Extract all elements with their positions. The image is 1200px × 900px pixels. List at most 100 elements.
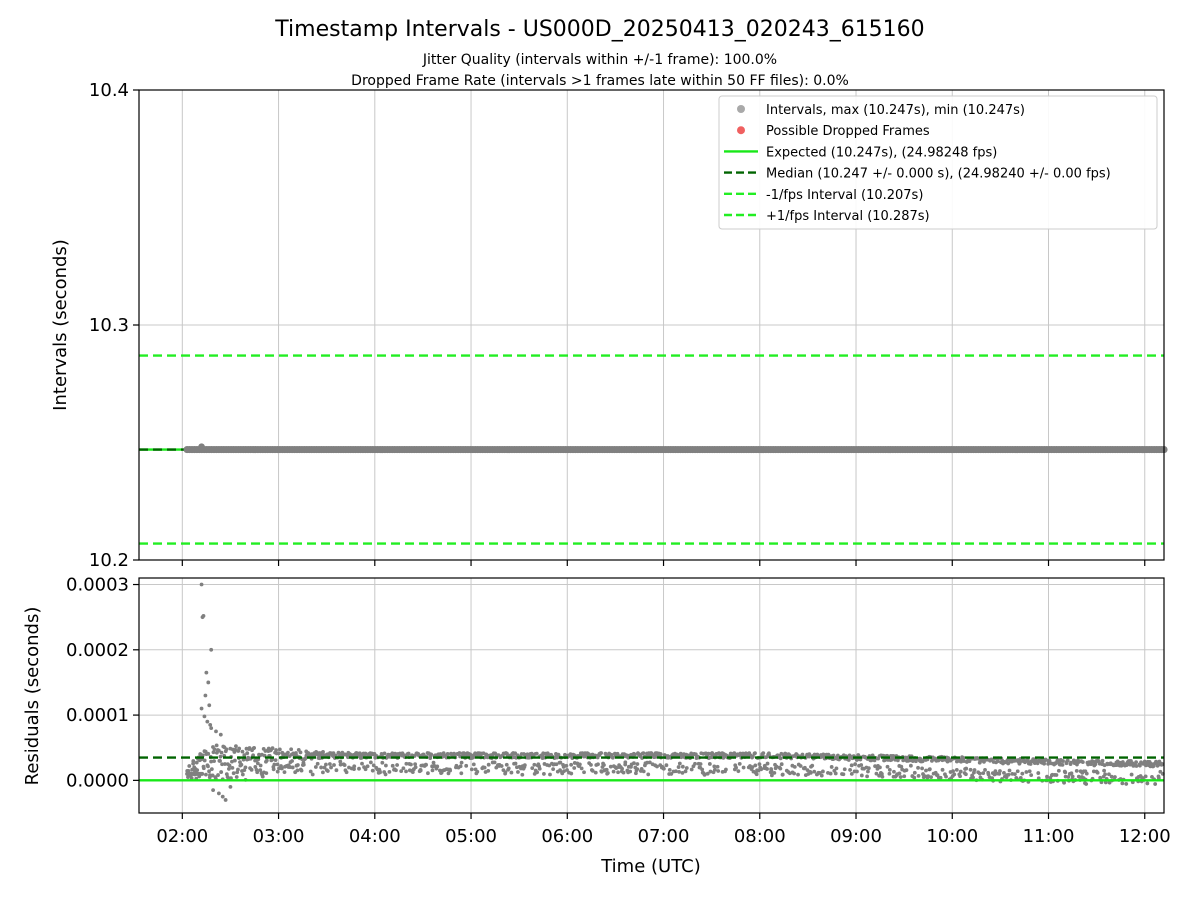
x-tick-label-12:00: 12:00 (1119, 826, 1171, 847)
residual-point (641, 769, 646, 774)
residual-point (424, 762, 428, 767)
residual-point (255, 761, 260, 766)
residual-point (211, 750, 216, 755)
residual-point (569, 771, 574, 776)
residual-point (769, 773, 774, 778)
residual-point (290, 759, 294, 763)
residual-point (812, 769, 817, 774)
residual-point (371, 763, 376, 768)
residual-point (616, 770, 620, 775)
residual-point (689, 767, 694, 772)
residual-point (363, 751, 368, 756)
residual-point (220, 762, 224, 767)
residual-point (779, 762, 784, 767)
residual-point (834, 766, 839, 771)
residual-point (410, 770, 415, 775)
residual-point (1007, 768, 1012, 773)
intervals-y-tick-label-1: 10.3 (89, 315, 129, 336)
residual-point (916, 765, 920, 770)
residual-point (535, 770, 540, 775)
residual-point (902, 774, 907, 779)
residual-point (346, 755, 350, 760)
residual-point (677, 761, 682, 766)
residual-point (693, 761, 697, 766)
residual-point (209, 759, 214, 764)
chart-subtitle-jitter: Jitter Quality (intervals within +/-1 fr… (422, 52, 777, 68)
residual-outlier-point (202, 714, 207, 719)
residual-point (401, 766, 406, 771)
residual-point (435, 764, 440, 769)
x-tick-label-06:00: 06:00 (541, 826, 593, 847)
intervals-points (183, 443, 1168, 454)
residual-point (224, 747, 229, 752)
residual-point (492, 760, 497, 765)
residual-point (579, 766, 584, 771)
intervals-panel: 10.2 10.3 10.4 Intervals (seconds) Interva… (50, 80, 1168, 571)
residual-point (750, 754, 755, 759)
residual-point (590, 768, 595, 773)
residual-point (506, 766, 511, 771)
residual-point (849, 763, 854, 768)
residual-point (486, 762, 491, 767)
intervals-y-axis-label: Intervals (seconds) (50, 239, 71, 411)
residual-point (195, 768, 200, 773)
residual-point (430, 768, 435, 773)
residual-point (325, 769, 330, 773)
residual-point (602, 763, 606, 767)
residual-point (633, 752, 637, 757)
residual-point (1069, 771, 1074, 776)
residual-point (698, 762, 703, 766)
residual-point (551, 767, 556, 771)
residual-point (253, 764, 258, 769)
residual-point (1143, 774, 1148, 779)
residual-point (897, 771, 902, 776)
residual-point (464, 763, 469, 768)
residual-point (712, 767, 717, 772)
residuals-x-ticks: 02:00 03:00 04:00 05:00 06:00 07:00 08:00 09:00… (156, 813, 1171, 847)
residual-point (240, 772, 245, 777)
residual-point (245, 751, 250, 756)
residuals-panel: 0.0000 0.0001 0.0002 0.0003 02:00 03:00 04:00… (22, 575, 1171, 877)
residual-point (753, 763, 758, 768)
residual-point (1002, 771, 1006, 775)
residual-point (554, 762, 559, 767)
residual-point (929, 775, 933, 780)
residual-point (327, 762, 332, 766)
residual-point (258, 768, 263, 773)
residual-point (537, 766, 542, 771)
residual-point (216, 748, 221, 753)
residual-point (1107, 772, 1111, 777)
residual-outlier-point (201, 613, 206, 618)
residual-point (1045, 774, 1049, 779)
residual-point (380, 760, 385, 765)
residual-point (404, 769, 408, 774)
residual-point (610, 755, 615, 760)
residual-point (807, 752, 812, 756)
residual-outlier-point (208, 722, 213, 727)
residual-point (715, 764, 720, 769)
residual-point (462, 751, 466, 756)
residual-outlier-point (220, 794, 225, 799)
residual-point (899, 764, 904, 769)
residual-point (780, 772, 785, 777)
residual-point (859, 773, 864, 778)
residual-point (817, 770, 822, 775)
x-tick-label-11:00: 11:00 (1023, 826, 1075, 847)
legend-marker-0 (737, 105, 745, 113)
residual-point (634, 771, 638, 776)
residual-outlier-point (216, 791, 221, 796)
residuals-y-tick-label-3: 0.0003 (66, 575, 129, 596)
residual-point (1026, 758, 1030, 763)
residual-point (680, 764, 685, 769)
residual-point (753, 751, 757, 756)
residual-point (469, 767, 474, 772)
residual-point (853, 762, 858, 767)
residual-point (272, 762, 277, 767)
residual-point (842, 767, 847, 772)
residual-point (270, 746, 275, 751)
residual-point (1070, 774, 1075, 779)
residual-point (1074, 768, 1079, 773)
residual-point (1066, 775, 1071, 779)
residual-point (233, 747, 238, 752)
residual-point (1107, 780, 1112, 785)
